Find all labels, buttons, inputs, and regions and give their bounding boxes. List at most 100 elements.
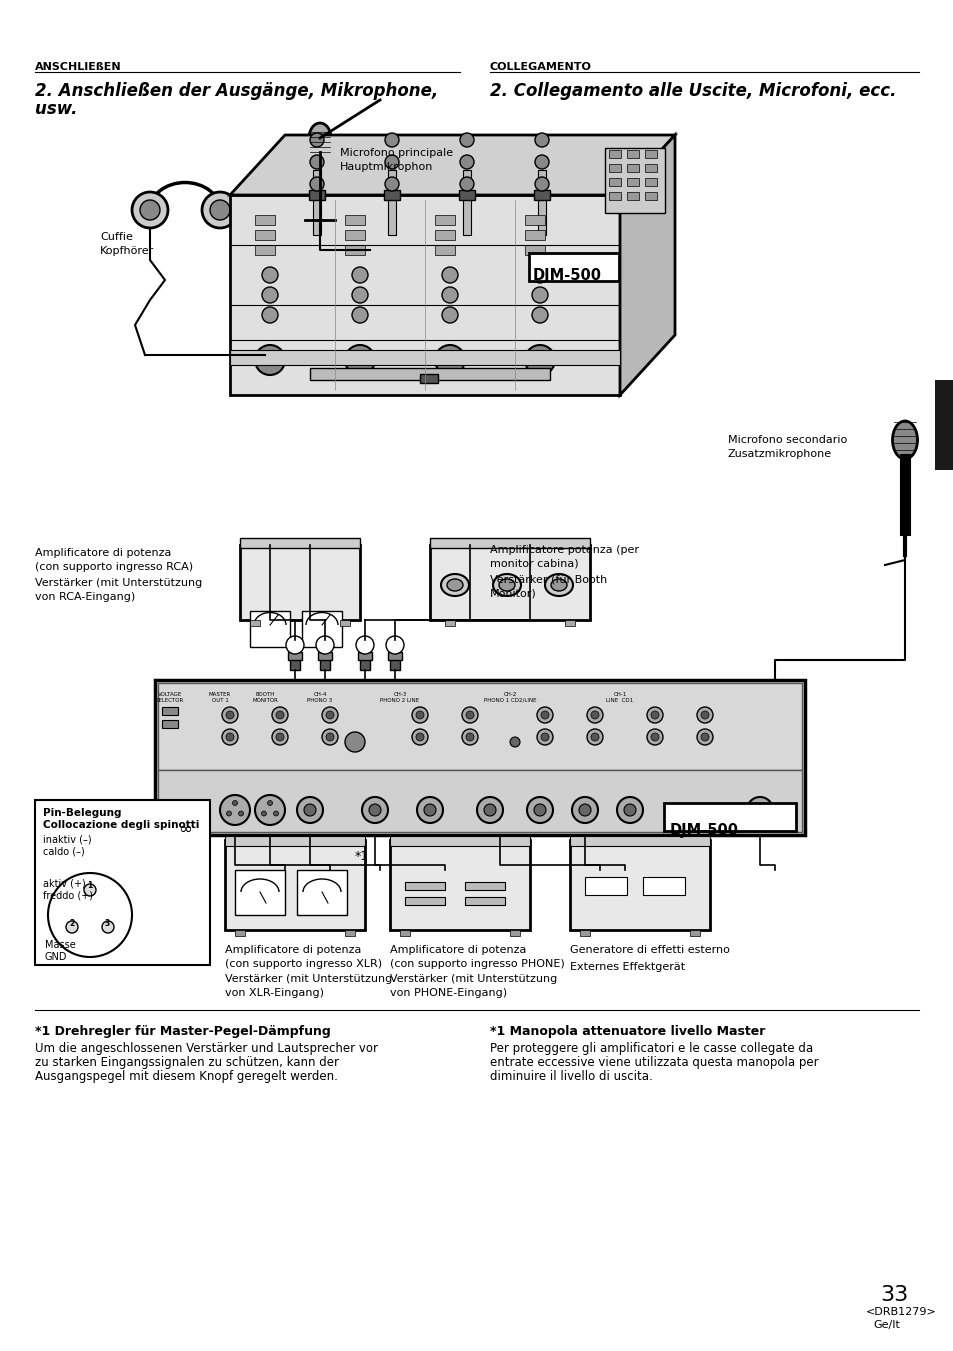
- Bar: [524, 215, 544, 226]
- Circle shape: [315, 636, 334, 654]
- Text: VOLTAGE
SELECTOR: VOLTAGE SELECTOR: [155, 692, 184, 703]
- Polygon shape: [230, 135, 675, 195]
- Bar: [569, 840, 709, 929]
- Circle shape: [310, 177, 324, 190]
- Text: Hauptmikrophon: Hauptmikrophon: [339, 162, 433, 172]
- Circle shape: [650, 734, 659, 740]
- Bar: [288, 653, 302, 661]
- Text: freddo (+): freddo (+): [43, 890, 92, 900]
- Circle shape: [441, 307, 457, 323]
- Bar: [225, 836, 365, 846]
- Circle shape: [222, 730, 237, 744]
- Bar: [644, 178, 657, 186]
- Text: Verstärker (mit Unterstützung: Verstärker (mit Unterstützung: [35, 578, 202, 588]
- Bar: [435, 230, 455, 240]
- Circle shape: [617, 797, 642, 823]
- Bar: [154, 680, 804, 835]
- Text: COLLEGAMENTO: COLLEGAMENTO: [490, 62, 591, 72]
- Text: usw.: usw.: [35, 100, 77, 118]
- Text: Collocazione degli spinotti: Collocazione degli spinotti: [43, 820, 199, 830]
- Circle shape: [700, 734, 708, 740]
- Bar: [290, 644, 299, 670]
- Circle shape: [226, 734, 233, 740]
- Bar: [345, 245, 365, 255]
- Circle shape: [465, 711, 474, 719]
- Bar: [608, 163, 620, 172]
- Circle shape: [535, 132, 548, 147]
- Circle shape: [459, 132, 474, 147]
- Bar: [390, 644, 399, 670]
- Circle shape: [275, 734, 284, 740]
- Circle shape: [526, 797, 553, 823]
- Ellipse shape: [493, 574, 520, 596]
- Text: BOOTH
MONITOR: BOOTH MONITOR: [252, 692, 277, 703]
- Bar: [345, 215, 365, 226]
- Text: 1: 1: [87, 881, 92, 890]
- Circle shape: [352, 286, 368, 303]
- Circle shape: [238, 811, 243, 816]
- Text: Generatore di effetti esterno: Generatore di effetti esterno: [569, 944, 729, 955]
- Circle shape: [272, 730, 288, 744]
- Bar: [462, 170, 471, 235]
- Text: CH-2
PHONO 1 CD2/LINE: CH-2 PHONO 1 CD2/LINE: [483, 692, 536, 703]
- Bar: [296, 870, 347, 915]
- Bar: [158, 770, 801, 832]
- Text: Per proteggere gli amplificatori e le casse collegate da: Per proteggere gli amplificatori e le ca…: [490, 1042, 812, 1055]
- Bar: [642, 877, 684, 894]
- Text: von RCA-Eingang): von RCA-Eingang): [35, 592, 135, 603]
- Circle shape: [304, 804, 315, 816]
- Bar: [230, 350, 619, 365]
- Circle shape: [84, 884, 96, 896]
- Text: Verstärker (mit Unterstützung: Verstärker (mit Unterstützung: [390, 974, 557, 984]
- Bar: [405, 897, 444, 905]
- Circle shape: [261, 811, 266, 816]
- Bar: [302, 611, 341, 647]
- Circle shape: [746, 797, 772, 823]
- Bar: [626, 192, 639, 200]
- Circle shape: [465, 734, 474, 740]
- Circle shape: [345, 732, 365, 753]
- Bar: [644, 192, 657, 200]
- Ellipse shape: [498, 580, 515, 590]
- Text: <DRB1279>: <DRB1279>: [865, 1306, 936, 1317]
- Bar: [357, 653, 372, 661]
- Circle shape: [66, 921, 78, 934]
- Bar: [234, 929, 245, 936]
- Bar: [388, 170, 395, 235]
- Bar: [608, 192, 620, 200]
- Circle shape: [578, 804, 590, 816]
- Bar: [435, 245, 455, 255]
- Circle shape: [623, 804, 636, 816]
- Bar: [608, 178, 620, 186]
- Circle shape: [210, 200, 230, 220]
- Text: Verstärker (mit Unterstützung: Verstärker (mit Unterstützung: [225, 974, 392, 984]
- Circle shape: [226, 711, 233, 719]
- Circle shape: [233, 801, 237, 805]
- Polygon shape: [619, 135, 675, 394]
- Circle shape: [385, 177, 398, 190]
- Circle shape: [441, 286, 457, 303]
- Bar: [626, 163, 639, 172]
- Text: *1 Drehregler für Master-Pegel-Dämpfung: *1 Drehregler für Master-Pegel-Dämpfung: [35, 1025, 331, 1038]
- Circle shape: [412, 730, 428, 744]
- Circle shape: [262, 267, 277, 282]
- Bar: [240, 544, 359, 620]
- Bar: [162, 720, 178, 728]
- Circle shape: [416, 734, 423, 740]
- Text: *1 Manopola attenuatore livello Master: *1 Manopola attenuatore livello Master: [490, 1025, 764, 1038]
- Text: Pin-Belegung: Pin-Belegung: [43, 808, 121, 817]
- Text: 2. Anschließen der Ausgänge, Mikrophone,: 2. Anschließen der Ausgänge, Mikrophone,: [35, 82, 437, 100]
- Circle shape: [272, 707, 288, 723]
- Circle shape: [540, 711, 548, 719]
- Bar: [569, 836, 709, 846]
- Circle shape: [286, 636, 304, 654]
- Bar: [537, 170, 545, 235]
- Circle shape: [416, 797, 442, 823]
- Circle shape: [254, 345, 285, 376]
- Text: ANSCHLIEßEN: ANSCHLIEßEN: [35, 62, 121, 72]
- Circle shape: [534, 804, 545, 816]
- Bar: [254, 230, 274, 240]
- Bar: [313, 170, 320, 235]
- Circle shape: [369, 804, 380, 816]
- Circle shape: [222, 707, 237, 723]
